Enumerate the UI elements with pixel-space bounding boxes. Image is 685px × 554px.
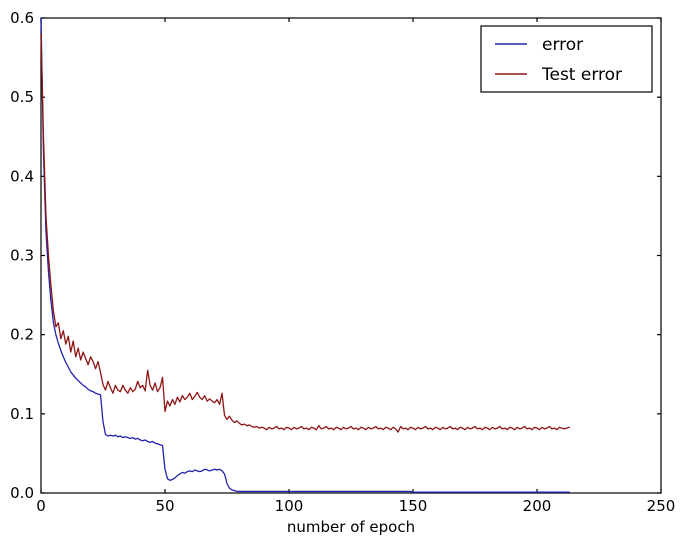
- axes-frame: [40, 17, 662, 494]
- y-tick-label: 0.4: [10, 167, 34, 185]
- x-tick-label: 150: [399, 497, 428, 515]
- series-line-test-error: [40, 33, 570, 433]
- y-tick-label: 0.6: [10, 9, 34, 27]
- series-line-error: [40, 17, 570, 493]
- y-tick-label: 0.3: [10, 247, 34, 265]
- x-tick-label: 0: [36, 497, 46, 515]
- x-tick-label: 50: [155, 497, 174, 515]
- legend-label: Test error: [541, 65, 622, 85]
- x-tick-label: 100: [275, 497, 304, 515]
- x-tick-label: 250: [647, 497, 676, 515]
- y-tick-label: 0.5: [10, 88, 34, 106]
- x-axis-label: number of epoch: [287, 518, 415, 536]
- x-tick-label: 200: [523, 497, 552, 515]
- y-tick-label: 0.1: [10, 405, 34, 423]
- y-tick-label: 0.0: [10, 484, 34, 502]
- legend-label: error: [542, 35, 583, 55]
- y-tick-label: 0.2: [10, 326, 34, 344]
- legend-box: [480, 25, 653, 93]
